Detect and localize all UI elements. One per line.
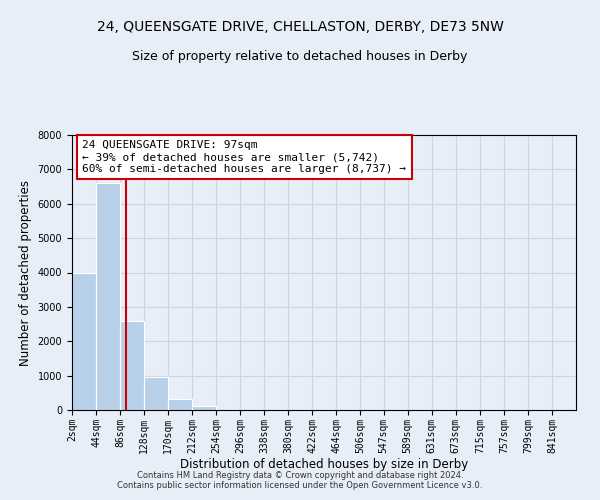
X-axis label: Distribution of detached houses by size in Derby: Distribution of detached houses by size …: [180, 458, 468, 471]
Bar: [144, 378, 168, 410]
Bar: [168, 399, 192, 410]
Bar: [96, 183, 120, 410]
Y-axis label: Number of detached properties: Number of detached properties: [19, 180, 32, 366]
Text: 24 QUEENSGATE DRIVE: 97sqm
← 39% of detached houses are smaller (5,742)
60% of s: 24 QUEENSGATE DRIVE: 97sqm ← 39% of deta…: [82, 140, 406, 173]
Bar: [120, 320, 144, 410]
Bar: [72, 272, 96, 410]
Bar: [192, 406, 216, 410]
Text: Size of property relative to detached houses in Derby: Size of property relative to detached ho…: [133, 50, 467, 63]
Text: 24, QUEENSGATE DRIVE, CHELLASTON, DERBY, DE73 5NW: 24, QUEENSGATE DRIVE, CHELLASTON, DERBY,…: [97, 20, 503, 34]
Text: Contains HM Land Registry data © Crown copyright and database right 2024.
Contai: Contains HM Land Registry data © Crown c…: [118, 470, 482, 490]
